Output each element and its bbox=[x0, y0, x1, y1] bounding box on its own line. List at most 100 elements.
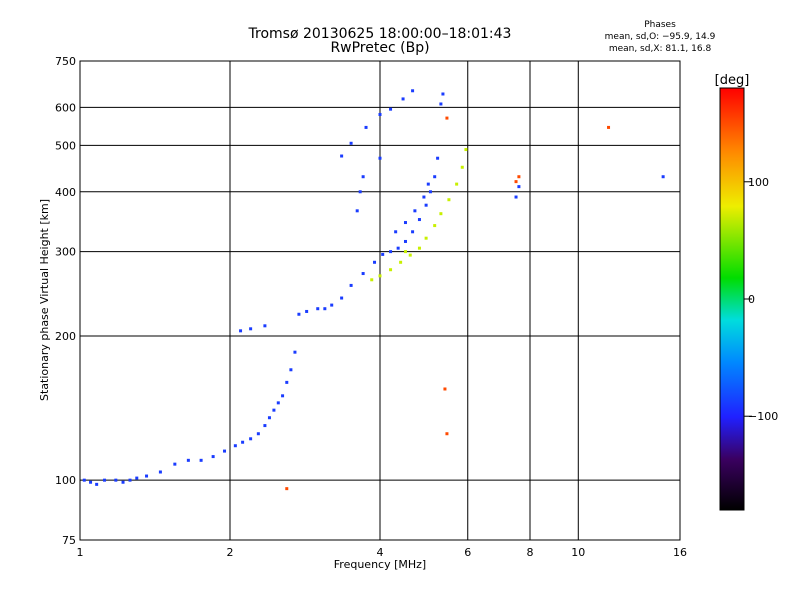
data-point-O bbox=[349, 283, 353, 287]
y-tick-label: 600 bbox=[55, 101, 76, 114]
data-point-O bbox=[289, 368, 293, 372]
data-point-O bbox=[413, 209, 417, 213]
y-tick-label: 75 bbox=[62, 534, 76, 547]
data-point-O bbox=[417, 218, 421, 222]
data-point-O bbox=[403, 221, 407, 225]
data-point-O bbox=[411, 89, 415, 93]
data-point-outliers bbox=[445, 116, 449, 120]
chart-title: Tromsø 20130625 18:00:00–18:01:43 bbox=[248, 26, 512, 42]
data-point-O bbox=[103, 478, 107, 482]
data-point-O bbox=[241, 440, 245, 444]
data-point-O bbox=[223, 449, 227, 453]
data-point-O bbox=[428, 190, 432, 194]
data-point-O bbox=[233, 444, 237, 448]
data-point-O bbox=[249, 327, 253, 331]
data-point-O bbox=[661, 175, 665, 179]
plot-frame bbox=[79, 60, 681, 541]
phases-o-stats: mean, sd,O: −95.9, 14.9 bbox=[604, 32, 716, 42]
data-point-X bbox=[424, 236, 428, 240]
data-point-X bbox=[447, 198, 451, 202]
data-point-O bbox=[517, 185, 521, 189]
data-point-O bbox=[121, 480, 125, 484]
data-point-O bbox=[263, 324, 267, 328]
data-point-O bbox=[256, 432, 260, 436]
data-point-X bbox=[455, 182, 459, 186]
data-point-O bbox=[378, 112, 382, 116]
data-point-outliers bbox=[514, 180, 518, 184]
data-point-outliers bbox=[445, 432, 449, 436]
data-point-O bbox=[173, 462, 177, 466]
data-point-O bbox=[389, 250, 393, 254]
data-point-O bbox=[403, 239, 407, 243]
data-point-O bbox=[272, 408, 276, 412]
data-point-O bbox=[349, 141, 353, 145]
phases-title: Phases bbox=[644, 20, 676, 30]
data-point-outliers bbox=[285, 487, 289, 491]
x-tick-label: 8 bbox=[527, 546, 534, 559]
data-point-O bbox=[340, 296, 344, 300]
data-points bbox=[82, 89, 665, 491]
x-tick-label: 1 bbox=[77, 546, 84, 559]
data-point-O bbox=[355, 209, 359, 213]
data-point-O bbox=[433, 175, 437, 179]
data-point-O bbox=[285, 380, 289, 384]
data-point-O bbox=[424, 203, 428, 207]
data-point-X bbox=[460, 165, 464, 169]
data-point-O bbox=[249, 437, 253, 441]
data-point-O bbox=[361, 272, 365, 276]
data-point-O bbox=[378, 156, 382, 160]
x-tick-label: 16 bbox=[673, 546, 687, 559]
data-point-O bbox=[426, 182, 430, 186]
data-point-O bbox=[158, 470, 162, 474]
y-tick-label: 300 bbox=[55, 246, 76, 259]
data-point-X bbox=[370, 278, 374, 282]
phases-x-stats: mean, sd,X: 81.1, 16.8 bbox=[608, 44, 712, 54]
data-point-X bbox=[439, 212, 443, 216]
data-point-O bbox=[211, 455, 215, 459]
data-point-O bbox=[267, 416, 271, 420]
data-point-X bbox=[408, 253, 412, 257]
data-point-O bbox=[323, 307, 327, 311]
y-tick-label: 100 bbox=[55, 474, 76, 487]
data-point-O bbox=[316, 307, 320, 311]
data-point-outliers bbox=[607, 125, 611, 129]
colorbar-tick-label: 100 bbox=[748, 176, 769, 189]
data-point-O bbox=[305, 309, 309, 313]
colorbar-tick-label: 0 bbox=[748, 293, 755, 306]
data-point-O bbox=[422, 195, 426, 199]
data-point-O bbox=[401, 97, 405, 101]
data-point-O bbox=[394, 230, 398, 234]
data-point-O bbox=[441, 92, 445, 96]
y-tick-label: 500 bbox=[55, 139, 76, 152]
data-point-X bbox=[389, 268, 393, 272]
data-point-O bbox=[411, 230, 415, 234]
y-tick-label: 750 bbox=[55, 55, 76, 68]
data-point-O bbox=[199, 458, 203, 462]
data-point-O bbox=[436, 156, 440, 160]
data-point-O bbox=[330, 303, 334, 307]
data-point-O bbox=[135, 476, 139, 480]
colorbar-label: [deg] bbox=[715, 73, 750, 88]
data-point-O bbox=[439, 102, 443, 106]
data-point-O bbox=[514, 195, 518, 199]
data-point-O bbox=[373, 260, 377, 264]
data-point-O bbox=[276, 401, 280, 405]
data-point-O bbox=[114, 478, 118, 482]
data-point-O bbox=[239, 329, 243, 333]
x-axis-label: Frequency [MHz] bbox=[334, 558, 426, 571]
data-point-O bbox=[145, 474, 149, 478]
colorbar-tick-label: −100 bbox=[748, 410, 778, 423]
data-point-O bbox=[82, 478, 86, 482]
colorbar-ticks: 100 0 −100 bbox=[744, 176, 778, 423]
axis-ticks: 1 2 4 6 8 10 16 75 100 200 300 400 500 600 750 bbox=[55, 55, 687, 559]
data-point-O bbox=[297, 312, 301, 316]
y-tick-label: 200 bbox=[55, 330, 76, 343]
data-point-O bbox=[263, 424, 267, 428]
chart-subtitle: RwPretec (Bp) bbox=[330, 40, 430, 56]
grid-lines bbox=[80, 61, 680, 540]
data-point-outliers bbox=[443, 387, 447, 391]
data-point-O bbox=[281, 394, 285, 398]
x-tick-label: 4 bbox=[377, 546, 384, 559]
